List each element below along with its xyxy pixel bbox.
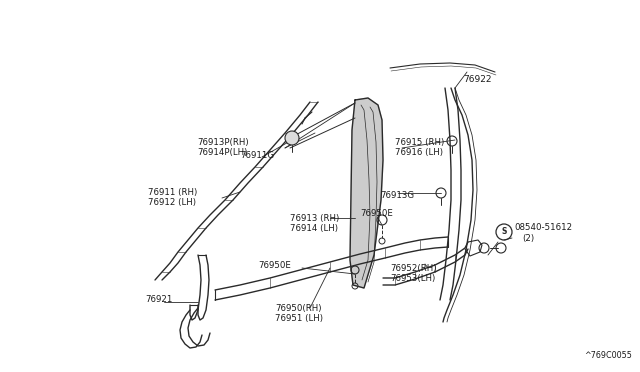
Text: 76915 (RH): 76915 (RH) [395, 138, 444, 148]
Text: 76916 (LH): 76916 (LH) [395, 148, 443, 157]
Text: 76921: 76921 [145, 295, 172, 305]
Text: 76952(RH): 76952(RH) [390, 263, 436, 273]
Text: 76911 (RH): 76911 (RH) [148, 189, 197, 198]
Text: 76953(LH): 76953(LH) [390, 273, 435, 282]
Text: 76913 (RH): 76913 (RH) [290, 214, 339, 222]
Text: 76912 (LH): 76912 (LH) [148, 199, 196, 208]
Text: 76913P(RH): 76913P(RH) [197, 138, 248, 148]
Text: ^769C0055: ^769C0055 [584, 351, 632, 360]
Text: S: S [501, 228, 507, 237]
Polygon shape [350, 98, 383, 288]
Text: (2): (2) [522, 234, 534, 243]
Circle shape [285, 131, 299, 145]
Text: 76914P(LH): 76914P(LH) [197, 148, 248, 157]
Text: 76950E: 76950E [258, 260, 291, 269]
Text: 76950(RH): 76950(RH) [275, 304, 321, 312]
Text: 76914 (LH): 76914 (LH) [290, 224, 338, 232]
Text: 76922: 76922 [463, 76, 492, 84]
Text: 76950E: 76950E [360, 208, 393, 218]
Text: 76911G: 76911G [240, 151, 274, 160]
Text: 08540-51612: 08540-51612 [514, 224, 572, 232]
Text: 76951 (LH): 76951 (LH) [275, 314, 323, 323]
Text: 76913G: 76913G [380, 190, 414, 199]
